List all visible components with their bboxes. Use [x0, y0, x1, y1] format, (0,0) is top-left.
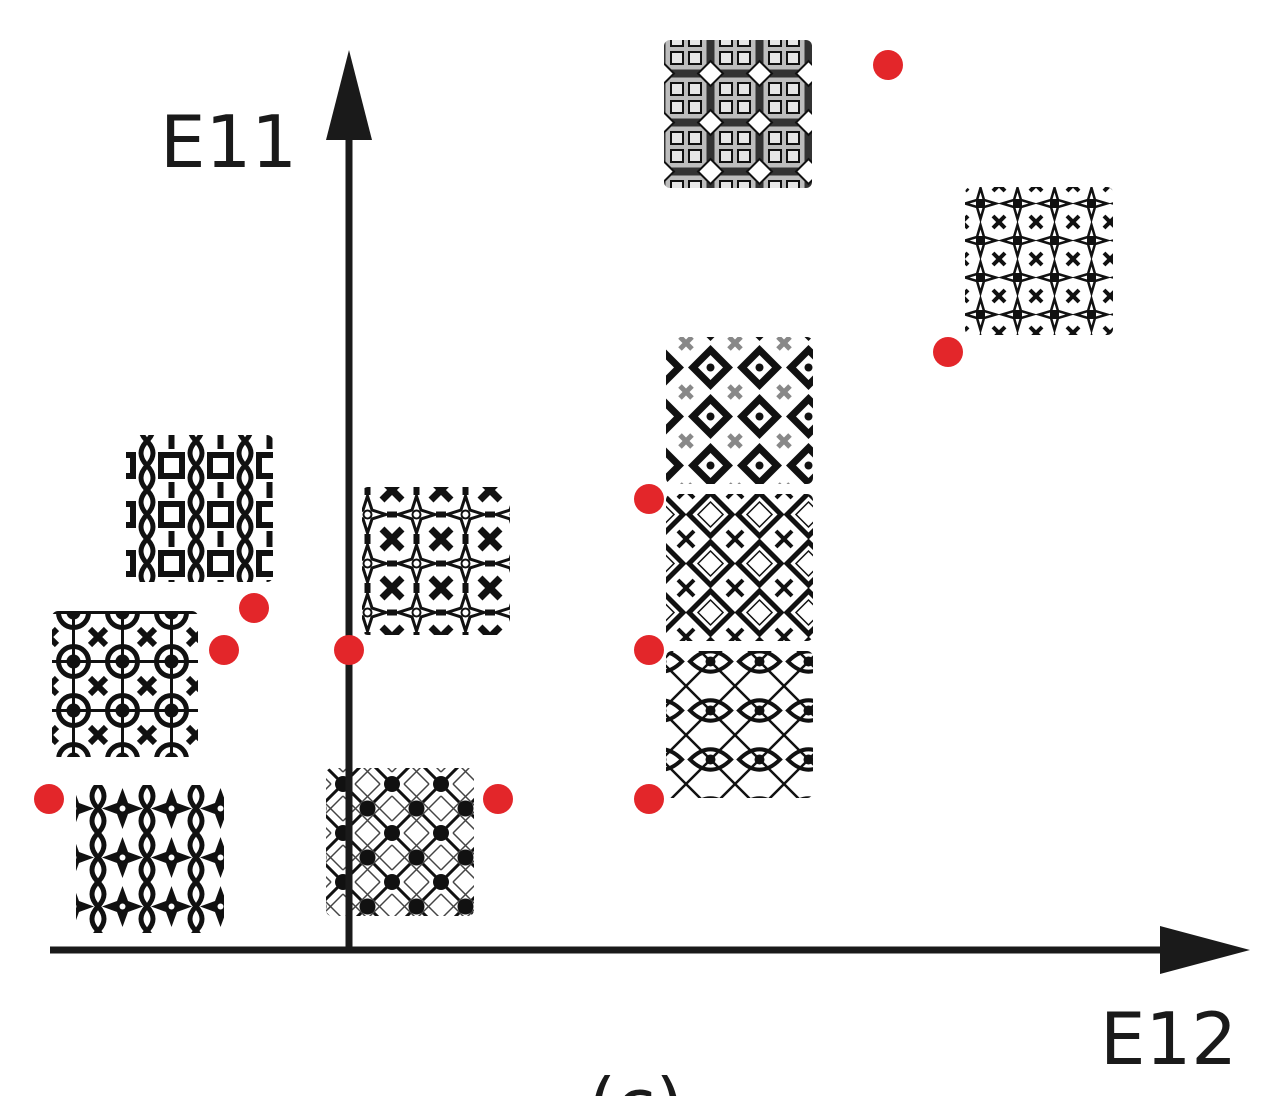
pattern-tile-four-point-stars	[76, 785, 224, 933]
design-point-9	[933, 337, 963, 367]
y-axis-label: E11	[160, 100, 297, 184]
pattern-tile-crossed-bands	[666, 337, 813, 484]
pattern-tile-interlaced-diamonds	[666, 494, 813, 641]
x-axis-label: E12	[1100, 997, 1237, 1081]
pattern-tile-ornamental-flowers	[362, 487, 510, 635]
pattern-tile-diamond-lattice	[664, 40, 812, 188]
design-point-10	[873, 50, 903, 80]
pattern-tile-dotted-diagonal-grid	[326, 768, 474, 916]
design-point-4	[334, 635, 364, 665]
design-point-8	[634, 484, 664, 514]
x-axis-arrowhead	[1160, 926, 1250, 974]
design-point-6	[634, 784, 664, 814]
design-point-5	[483, 784, 513, 814]
design-point-2	[209, 635, 239, 665]
y-axis-arrowhead	[326, 50, 372, 140]
figure-caption: (c)	[588, 1063, 684, 1096]
axes	[50, 50, 1250, 974]
design-point-7	[634, 635, 664, 665]
pattern-tiles	[52, 40, 1113, 933]
pattern-tile-circles-with-crosses	[52, 611, 198, 757]
design-point-3	[239, 593, 269, 623]
design-point-1	[34, 784, 64, 814]
pattern-tile-interlaced-rounded-crosses	[666, 651, 813, 798]
pattern-tile-star-lattice	[965, 187, 1113, 335]
design-points	[34, 50, 963, 814]
pattern-tile-squares-and-arcs	[126, 435, 273, 582]
